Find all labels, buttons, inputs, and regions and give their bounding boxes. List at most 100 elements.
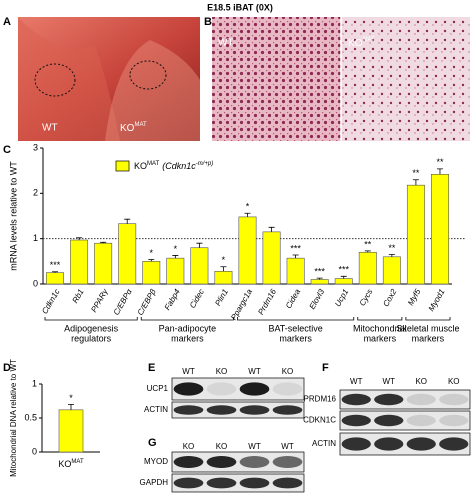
y-tick-label: 1 xyxy=(33,233,38,243)
bar xyxy=(118,223,137,285)
blot-band xyxy=(206,456,237,468)
x-tick-label: KO xyxy=(58,459,71,469)
bar xyxy=(382,256,401,285)
significance: ** xyxy=(388,243,396,253)
group-label: Pan-adipocyte xyxy=(159,323,217,333)
lane-label: KO xyxy=(216,367,228,376)
photo xyxy=(212,17,341,141)
blot-band xyxy=(341,393,371,406)
error-bar xyxy=(292,254,299,259)
x-tick-label: Prdm16 xyxy=(256,287,278,316)
error-bar xyxy=(340,275,347,279)
x-tick-label: Fabp4 xyxy=(163,287,182,312)
error-bar xyxy=(364,250,371,253)
significance: * xyxy=(246,202,250,212)
blot-band xyxy=(406,414,436,427)
bar xyxy=(262,231,281,285)
row-label: UCP1 xyxy=(147,384,169,393)
y-axis-label: Mitochondrial DNA relative to WT xyxy=(9,359,18,477)
bar xyxy=(94,242,113,285)
bar xyxy=(238,216,257,285)
group-label: markers xyxy=(171,333,204,343)
lane-label: WT xyxy=(182,367,195,376)
blot-band xyxy=(272,456,303,468)
bar xyxy=(358,251,377,285)
bar xyxy=(334,278,353,285)
label: WT xyxy=(42,123,58,134)
bar xyxy=(70,239,89,285)
blot-band xyxy=(374,393,404,406)
row-label: CDKN1C xyxy=(303,416,336,425)
legend-note-sup: -m/+p) xyxy=(196,161,214,167)
photo-shade xyxy=(18,17,120,141)
label: KO xyxy=(348,38,363,49)
lane-label: KO xyxy=(282,367,294,376)
group-bracket xyxy=(405,317,451,321)
legend-note: (Cdkn1c xyxy=(162,161,196,171)
x-tick-label: Myf5 xyxy=(406,287,423,307)
panel-letter: F xyxy=(322,362,329,374)
figure-title: E18.5 iBAT (0X) xyxy=(207,2,273,12)
panel-letter: C xyxy=(3,144,11,156)
blot-strip xyxy=(171,377,305,401)
x-tick-label: KOMAT xyxy=(58,459,84,470)
y-axis-label: mRNA levels relative to WT xyxy=(8,161,18,271)
x-tick-label: PPARγ xyxy=(89,287,110,314)
error-bar xyxy=(220,266,227,272)
blot-band xyxy=(374,437,404,451)
significance: * xyxy=(174,244,178,254)
y-tick-label: 1 xyxy=(32,378,37,388)
panel-letter: D xyxy=(3,362,11,374)
significance: *** xyxy=(290,243,301,253)
blot-band xyxy=(341,437,371,451)
significance: *** xyxy=(50,260,61,270)
bar xyxy=(166,257,185,285)
blot-strip xyxy=(339,389,471,410)
x-tick-label: Ppargc1a xyxy=(229,287,254,322)
error-bar xyxy=(388,254,395,257)
blot-strip xyxy=(171,473,305,493)
blot-band xyxy=(206,477,237,489)
error-bar xyxy=(244,212,251,217)
group-label: regulators xyxy=(71,333,112,343)
blot-band xyxy=(406,437,436,451)
significance: * xyxy=(222,255,226,265)
x-tick-sup: MAT xyxy=(71,459,84,465)
panel-letter: E xyxy=(148,362,155,374)
legend-label: KOMAT (Cdkn1c-m/+p) xyxy=(134,161,213,172)
error-bar xyxy=(316,277,323,280)
x-tick-label: Cidec xyxy=(188,288,206,310)
blot-band xyxy=(173,405,204,415)
group-bracket xyxy=(357,317,403,321)
blot-band xyxy=(272,405,303,415)
bar xyxy=(310,279,329,285)
blot-band xyxy=(439,437,469,451)
y-tick-label: 0 xyxy=(33,278,38,288)
lane-label: KO xyxy=(183,442,195,451)
legend-label: KO xyxy=(134,161,147,171)
blot-band xyxy=(439,393,469,406)
group-label: markers xyxy=(412,333,445,343)
blot-strip xyxy=(339,410,471,431)
lane-label: KO xyxy=(415,377,427,386)
x-tick-label: C/EBPα xyxy=(112,287,134,317)
blot-band xyxy=(341,414,371,427)
blot-band xyxy=(272,477,303,489)
panel-letter: G xyxy=(148,437,157,449)
x-tick-label: Rb1 xyxy=(71,288,86,305)
outline xyxy=(34,63,76,97)
error-bar xyxy=(68,404,74,410)
x-tick-label: Elovl3 xyxy=(308,287,327,311)
label-sup: MAT xyxy=(134,122,147,128)
group-label: markers xyxy=(364,333,397,343)
blot-band xyxy=(239,477,270,489)
x-tick-label: Myod1 xyxy=(427,288,447,313)
blot-band xyxy=(173,456,204,468)
label-sup: MAT xyxy=(362,37,375,43)
bar xyxy=(406,184,425,285)
lane-label: WT xyxy=(383,377,396,386)
lane-label: WT xyxy=(350,377,363,386)
label: WT xyxy=(218,38,234,49)
lane-label: KO xyxy=(448,377,460,386)
lane-label: WT xyxy=(281,442,294,451)
